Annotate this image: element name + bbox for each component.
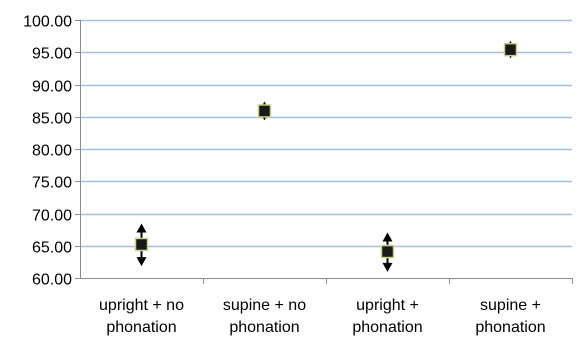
x-category-label: supine + [480,297,541,314]
y-tick-label: 60.00 [32,272,72,289]
y-tick-label: 70.00 [32,208,72,225]
data-point [380,244,395,259]
y-tick-label: 80.00 [32,143,72,160]
x-category-label: upright + [356,297,419,314]
x-tick-labels: upright + no phonation supine + no phonatio… [99,297,546,336]
y-tick-label: 95.00 [32,46,72,63]
y-tick-label: 65.00 [32,240,72,257]
x-category-label: phonation [352,319,422,336]
data-point [134,237,149,252]
data-point [503,42,518,57]
data-point [257,104,272,118]
error-bars [136,40,516,272]
y-tick-label: 100.00 [23,14,72,31]
x-category-label: phonation [106,319,176,336]
x-category-label: upright + no [99,297,184,314]
data-points [134,42,518,259]
y-tick-labels: 60.00 65.00 70.00 75.00 80.00 85.00 90.00 95.00… [23,14,72,289]
axis-layer [75,20,573,284]
y-tick-label: 75.00 [32,175,72,192]
y-tick-label: 85.00 [32,111,72,128]
x-category-label: phonation [475,319,545,336]
x-category-label: supine + no [223,297,306,314]
y-tick-label: 90.00 [32,79,72,96]
grid-layer [80,19,572,248]
x-category-label: phonation [229,319,299,336]
